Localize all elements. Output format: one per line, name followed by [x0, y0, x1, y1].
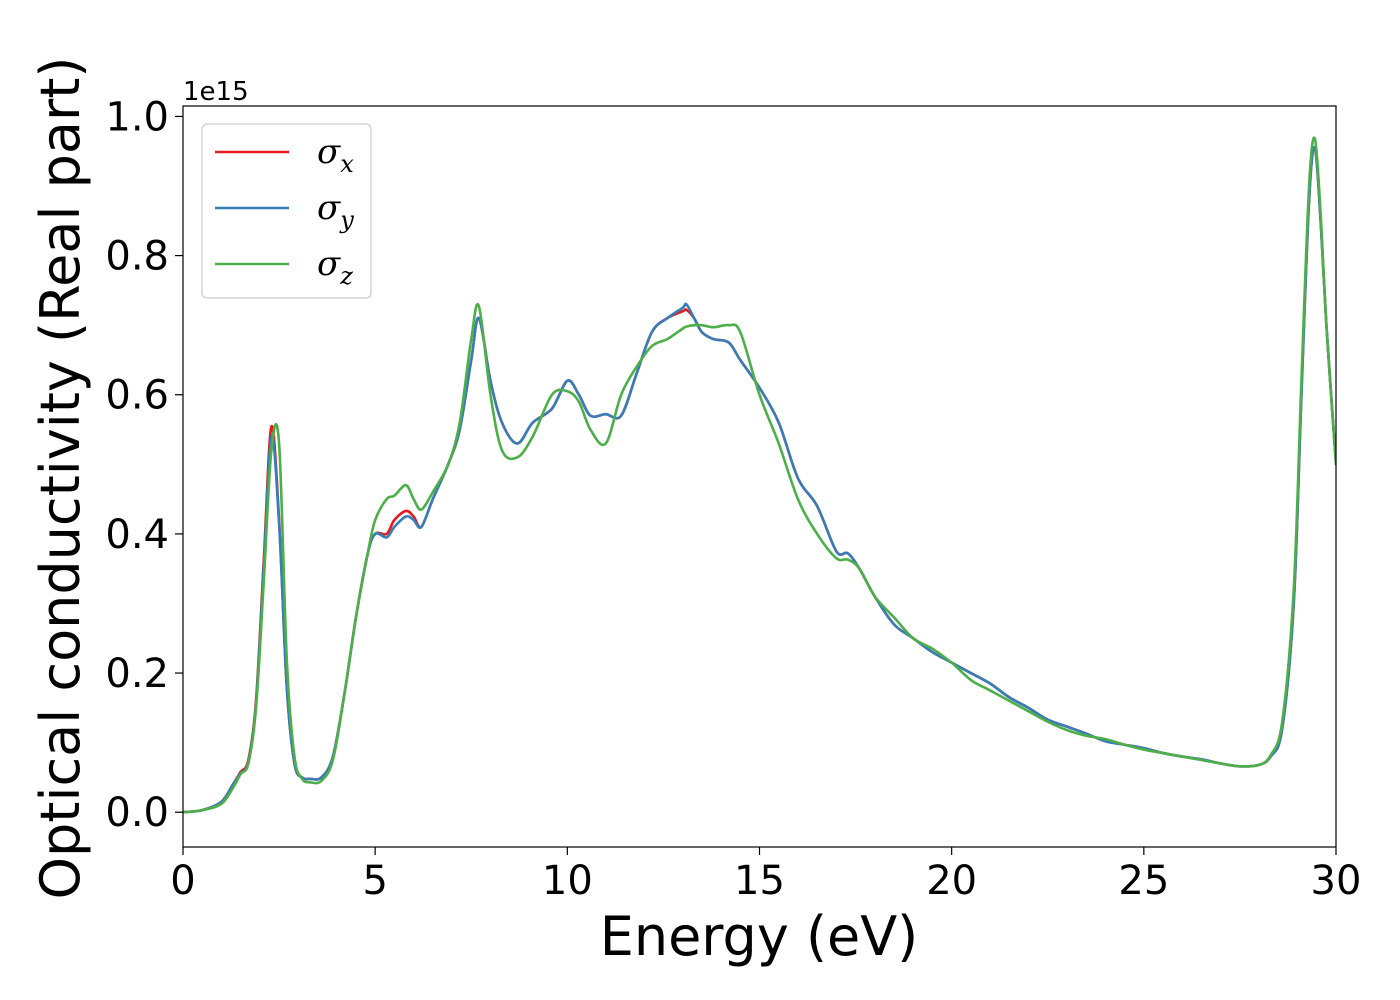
legend-symbol: σ — [317, 244, 341, 284]
y-tick-label: 0.0 — [105, 790, 169, 836]
y-tick-label: 0.6 — [105, 373, 169, 419]
y-tick-label: 1.0 — [105, 94, 169, 140]
x-tick-label: 20 — [926, 858, 977, 904]
legend-label-z: σz — [317, 244, 353, 290]
legend-label-y: σy — [317, 188, 354, 234]
legend-symbol: σ — [317, 132, 341, 172]
y-offset-label: 1e15 — [183, 77, 249, 107]
y-axis-label: Optical conductivity (Real part) — [29, 57, 92, 900]
x-tick-label: 10 — [542, 858, 593, 904]
plot-lines — [183, 136, 1336, 814]
x-tick-label: 30 — [1311, 858, 1362, 904]
y-tick-label: 0.8 — [105, 234, 169, 280]
legend-subscript: x — [340, 150, 354, 178]
x-tick-label: 25 — [1118, 858, 1169, 904]
x-tick-label: 15 — [734, 858, 785, 904]
legend-subscript: y — [339, 206, 354, 234]
x-axis: 0 5 10 15 20 25 30 — [170, 847, 1361, 904]
y-axis: 0.0 0.2 0.4 0.6 0.8 1.0 — [105, 94, 183, 836]
legend-label-x: σx — [317, 132, 354, 178]
series-line-z — [183, 136, 1336, 814]
x-axis-label: Energy (eV) — [600, 905, 919, 968]
y-tick-label: 0.2 — [105, 651, 169, 697]
x-tick-label: 0 — [170, 858, 195, 904]
legend-symbol: σ — [317, 188, 341, 228]
x-tick-label: 5 — [362, 858, 387, 904]
y-tick-label: 0.4 — [105, 512, 169, 558]
legend-box — [201, 123, 372, 299]
legend-subscript: z — [339, 262, 353, 290]
